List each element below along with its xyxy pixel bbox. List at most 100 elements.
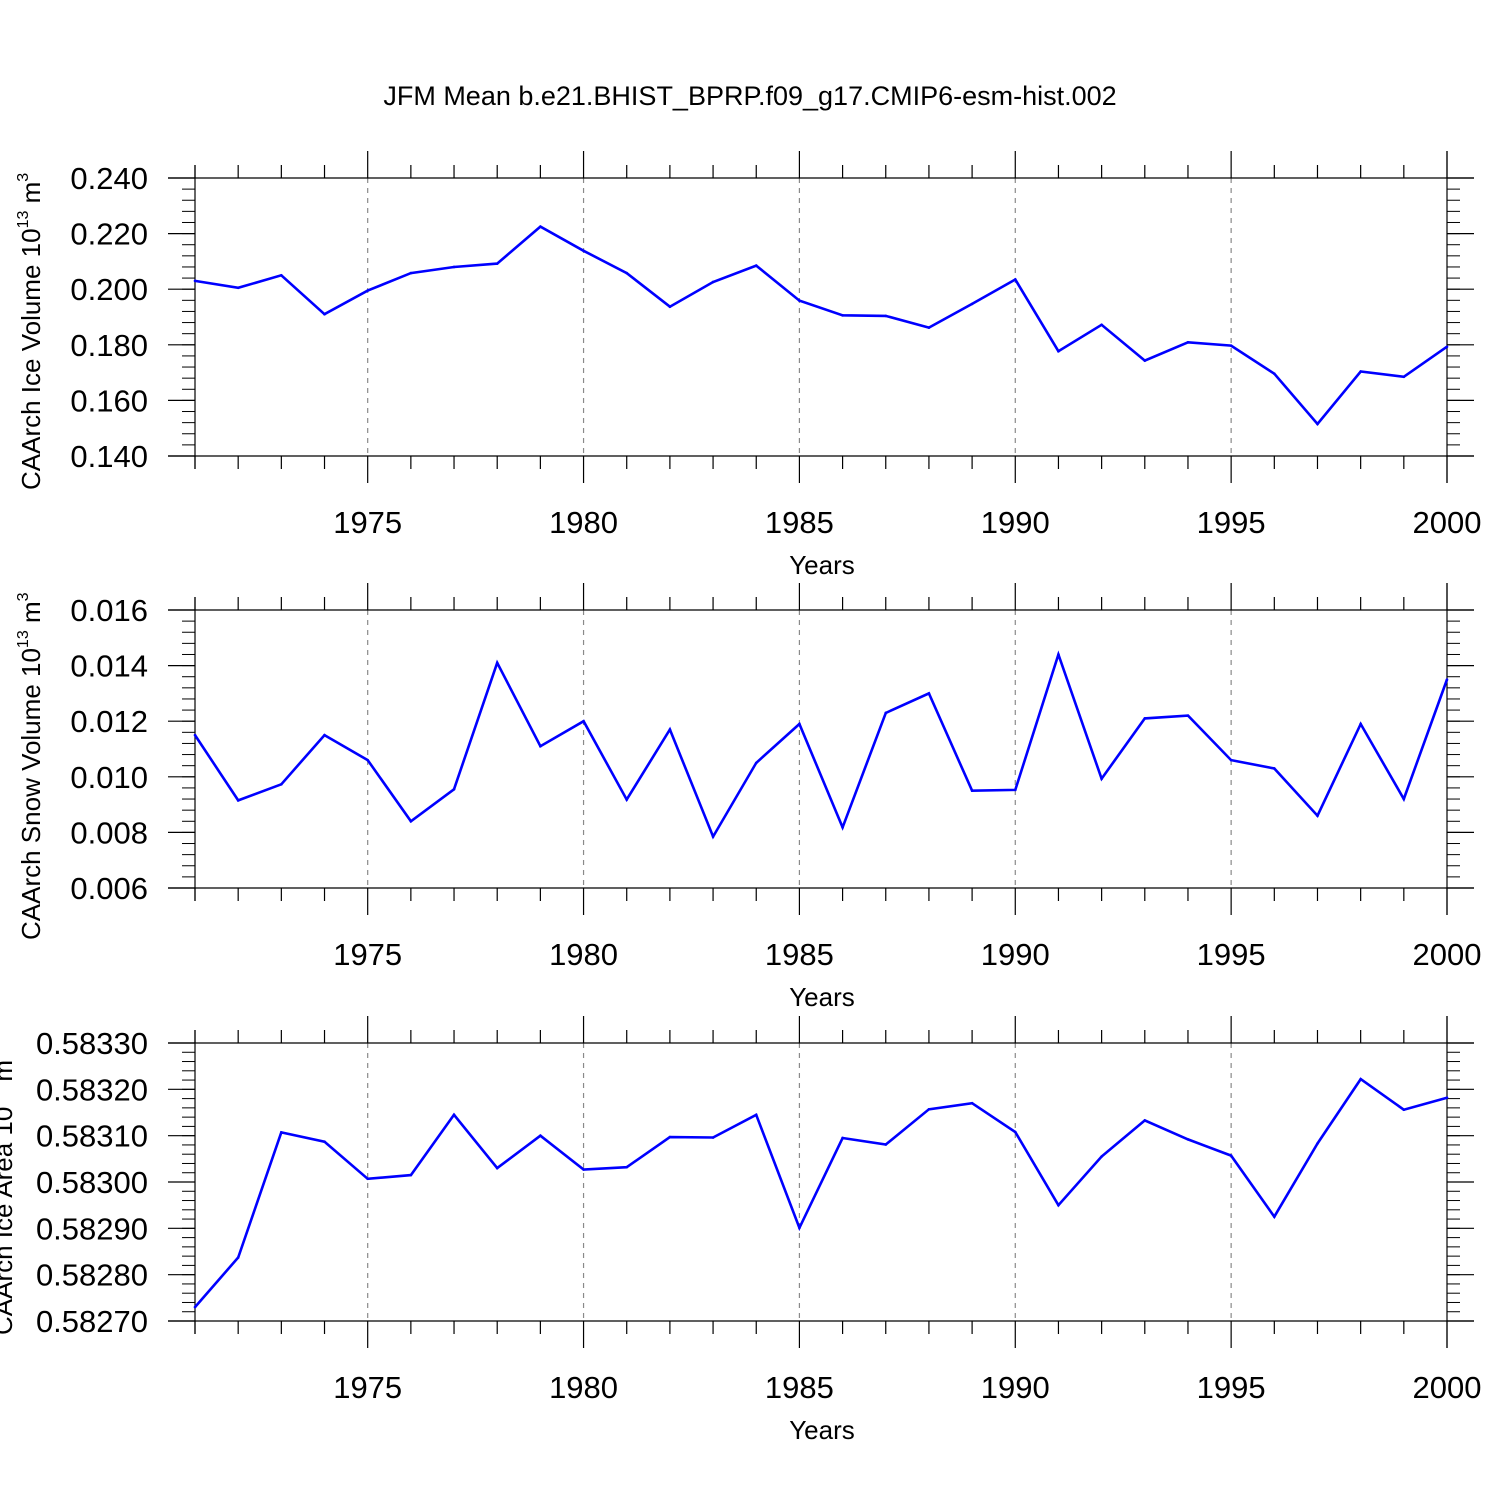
x-tick-label: 1985 xyxy=(765,937,834,972)
data-point xyxy=(625,798,629,801)
y-tick-label: 0.016 xyxy=(70,593,148,628)
series-line xyxy=(194,1077,1448,1308)
x-tick-label: 2000 xyxy=(1413,937,1482,972)
data-point xyxy=(711,1136,715,1139)
data-point xyxy=(884,314,888,318)
x-tick-label: 1995 xyxy=(1197,505,1266,540)
data-point xyxy=(539,744,542,748)
data-point xyxy=(1057,349,1060,353)
data-point xyxy=(1402,1108,1406,1112)
data-point xyxy=(193,279,197,283)
y-tick-label: 0.006 xyxy=(70,871,148,906)
data-point xyxy=(1057,1203,1060,1207)
data-point xyxy=(1316,1142,1319,1145)
x-tick-label: 1980 xyxy=(549,1370,618,1405)
data-point xyxy=(884,711,888,715)
data-point xyxy=(1359,722,1362,726)
data-point xyxy=(798,722,801,726)
y-tick-label: 0.008 xyxy=(70,815,148,850)
data-point xyxy=(1359,370,1362,373)
data-point xyxy=(754,1113,758,1117)
y-tick-label: 0.58300 xyxy=(36,1165,148,1200)
x-tick-label: 1985 xyxy=(765,1370,834,1405)
x-tick-label: 1985 xyxy=(765,505,834,540)
data-point xyxy=(1013,1130,1017,1134)
data-point xyxy=(1143,1119,1147,1122)
data-point xyxy=(582,1168,585,1171)
data-point xyxy=(1186,714,1190,717)
data-point xyxy=(1186,340,1190,344)
data-point xyxy=(1445,345,1449,349)
data-point xyxy=(495,262,499,265)
data-point xyxy=(970,302,974,306)
y-tick-label: 0.200 xyxy=(70,272,148,307)
data-point xyxy=(1229,1154,1233,1157)
x-tick-label: 1990 xyxy=(981,937,1050,972)
data-point xyxy=(280,783,283,786)
data-point xyxy=(1013,278,1017,281)
data-point xyxy=(323,1140,326,1143)
data-point xyxy=(754,264,758,267)
data-point xyxy=(539,1134,542,1137)
y-tick-label: 0.58270 xyxy=(36,1304,148,1339)
y-tick-label: 0.010 xyxy=(70,760,148,795)
y-tick-label: 0.58280 xyxy=(36,1258,148,1293)
data-point xyxy=(280,274,283,277)
data-point xyxy=(1100,323,1103,327)
data-point xyxy=(1445,1096,1449,1099)
data-point xyxy=(193,733,197,737)
data-point xyxy=(1273,767,1276,770)
figure-title: JFM Mean b.e21.BHIST_BPRP.f09_g17.CMIP6-… xyxy=(383,81,1116,111)
y-tick-label: 0.240 xyxy=(70,161,148,196)
y-tick-label: 0.014 xyxy=(70,649,148,684)
data-point xyxy=(841,314,844,317)
data-point xyxy=(927,692,931,695)
data-point xyxy=(1100,1155,1103,1158)
x-tick-label: 1975 xyxy=(333,937,402,972)
data-point xyxy=(1316,422,1319,426)
y-tick-label: 0.58310 xyxy=(36,1119,148,1154)
panel-snow-volume: CAArch Snow Volume 1013 m3 Years 1975 198… xyxy=(15,583,1481,1012)
data-point xyxy=(323,312,326,316)
data-point xyxy=(1057,653,1060,656)
data-point xyxy=(280,1131,283,1134)
data-point xyxy=(539,225,542,228)
data-point xyxy=(1229,758,1233,762)
data-point xyxy=(970,789,974,792)
data-point xyxy=(236,1256,240,1259)
data-point xyxy=(366,1177,369,1181)
y-axis-label: CAArch Ice Area 1013 m2 xyxy=(0,1051,18,1335)
data-point xyxy=(625,1165,629,1169)
data-point xyxy=(452,1113,456,1117)
x-tick-label: 1975 xyxy=(333,505,402,540)
x-axis-label: Years xyxy=(789,1415,855,1445)
x-tick-label: 1990 xyxy=(981,1370,1050,1405)
x-tick-label: 1975 xyxy=(333,1370,402,1405)
y-tick-label: 0.140 xyxy=(70,439,148,474)
data-point xyxy=(1402,375,1406,379)
data-point xyxy=(366,758,369,762)
data-point xyxy=(625,271,629,275)
x-tick-label: 1980 xyxy=(549,937,618,972)
data-point xyxy=(798,299,801,302)
data-point xyxy=(236,799,240,802)
data-point xyxy=(1186,1138,1190,1141)
data-point xyxy=(1402,797,1406,801)
data-point xyxy=(1445,678,1449,681)
data-point xyxy=(366,289,369,292)
data-point xyxy=(409,1173,413,1177)
x-tick-label: 2000 xyxy=(1413,505,1482,540)
data-point xyxy=(452,788,456,791)
data-point xyxy=(1273,1215,1276,1219)
y-tick-label: 0.220 xyxy=(70,217,148,252)
data-point xyxy=(711,835,715,838)
y-tick-label: 0.58290 xyxy=(36,1211,148,1246)
data-point xyxy=(582,249,585,253)
data-point xyxy=(668,305,672,309)
data-point xyxy=(323,733,326,737)
data-point xyxy=(236,286,240,290)
data-point xyxy=(884,1143,888,1146)
data-point xyxy=(668,1135,672,1139)
y-axis-label: CAArch Snow Volume 1013 m3 xyxy=(15,592,46,940)
